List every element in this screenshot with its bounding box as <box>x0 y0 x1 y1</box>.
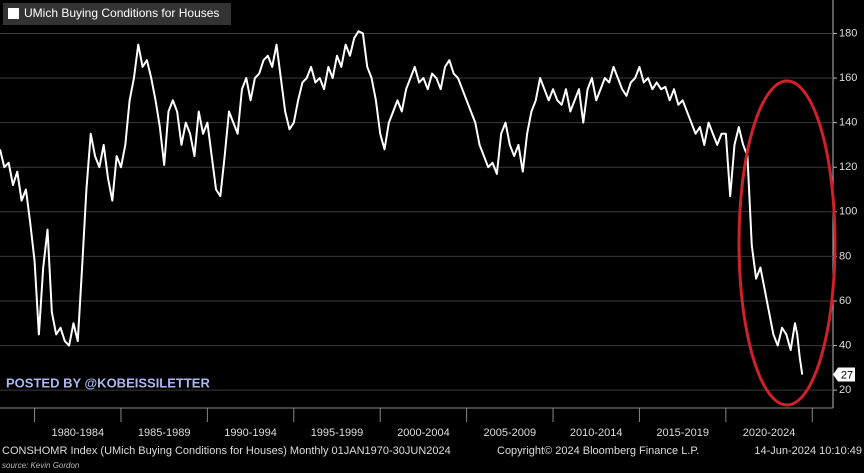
watermark: POSTED BY @KOBEISSILETTER <box>6 375 210 390</box>
y-tick-label: 160 <box>839 72 857 84</box>
grid <box>0 0 837 422</box>
y-tick-label: 100 <box>839 206 857 218</box>
legend-box <box>3 3 231 25</box>
x-period-label: 1980-1984 <box>51 427 104 439</box>
series-line <box>0 30 804 375</box>
x-period-label: 1985-1989 <box>138 427 191 439</box>
y-tick-label: 120 <box>839 161 857 173</box>
x-period-label: 2020-2024 <box>743 427 796 439</box>
y-tick-label: 20 <box>839 384 851 396</box>
y-tick-label: 140 <box>839 117 857 129</box>
footer-timestamp: 14-Jun-2024 10:10:49 <box>754 445 862 457</box>
x-period-label: 2005-2009 <box>484 427 537 439</box>
y-tick-label: 180 <box>839 27 857 39</box>
x-period-label: 2000-2004 <box>397 427 450 439</box>
legend-swatch <box>8 8 19 19</box>
last-value-label: 27 <box>841 369 853 381</box>
x-period-label: 1990-1994 <box>224 427 277 439</box>
plot <box>0 30 804 375</box>
x-period-label: 2015-2019 <box>656 427 709 439</box>
y-tick-label: 40 <box>839 339 851 351</box>
footer-index: CONSHOMR Index (UMich Buying Conditions … <box>2 445 451 457</box>
footer-source: source: Kevin Gordon <box>2 461 80 470</box>
y-tick-label: 60 <box>839 295 851 307</box>
x-period-label: 2010-2014 <box>570 427 623 439</box>
legend-label: UMich Buying Conditions for Houses <box>24 6 219 20</box>
y-tick-label: 80 <box>839 250 851 262</box>
footer-copyright: Copyright© 2024 Bloomberg Finance L.P. <box>497 445 699 457</box>
x-period-label: 1995-1999 <box>311 427 364 439</box>
highlight-ellipse <box>737 79 837 407</box>
last-value-tag <box>833 367 855 382</box>
